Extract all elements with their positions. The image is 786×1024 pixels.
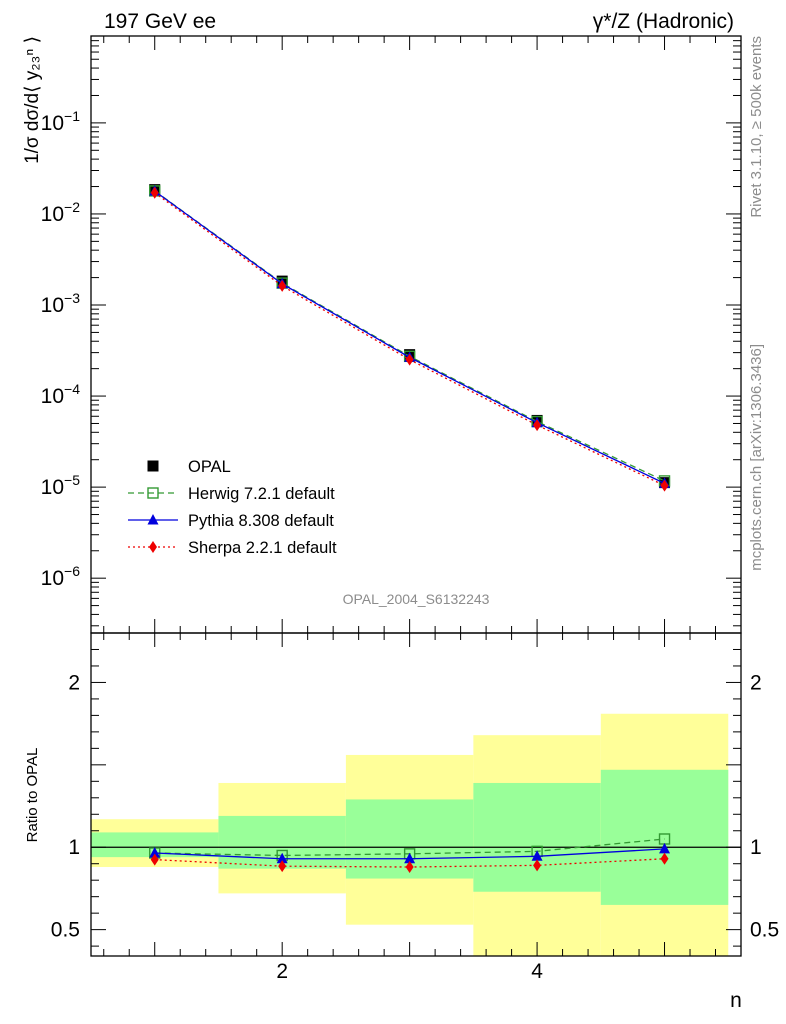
ratio-y-axis-label: Ratio to OPAL [24,748,41,843]
ratio-point-s3-3 [405,861,414,874]
ratio-point-s3-1 [150,853,159,866]
rivet-label: Rivet 3.1.10, ≥ 500k events [748,36,765,218]
right-title: γ*/Z (Hadronic) [593,10,734,33]
legend-label-3: Pythia 8.308 default [188,512,334,530]
legend-label-2: Herwig 7.2.1 default [188,485,335,503]
axis-ticks: 2 4 10−6 10−5 10−4 10−3 10−2 10−1 0.5 0.5 1 1 2 2 [41,35,779,983]
ratio-point-s3-4 [533,859,542,872]
legend-marker-3 [147,514,159,525]
ratio-point-s2-3 [404,852,416,864]
ratio-point-s3-5 [660,852,669,865]
legend-label-4: Sherpa 2.2.1 default [188,539,337,557]
ratio-y-tick-label: 2 [68,671,80,694]
main-series-line-2 [154,190,665,482]
legend: OPAL Herwig 7.2.1 default Pythia 8.308 def… [128,458,337,557]
ratio-point-s2-4 [531,850,543,861]
main-point-s4-1 [150,186,159,199]
main-point-s4-5 [660,479,669,492]
legend-marker-4 [149,541,157,553]
left-title: 197 GeV ee [104,10,216,33]
x-tick-label: 2 [276,960,288,983]
plot-frames [90,35,742,957]
ratio-y-tick-label-right: 2 [750,671,762,694]
main-series-line-4 [154,192,665,487]
main-y-tick-label: 10−6 [41,563,81,590]
ratio-point-s3-2 [278,860,287,873]
ratio-point-s2-2 [276,852,288,864]
main-point-s4-4 [533,419,542,432]
main-y-tick-label: 10−4 [41,381,81,408]
watermark: OPAL_2004_S6132243 [343,591,490,607]
ratio-point-s2-1 [149,847,161,858]
ratio-point-s2-5 [659,842,671,854]
main-y-axis-label-text: 1/σ dσ/d⟨ y₂₃ⁿ ⟩ [22,36,43,164]
legend-label-1: OPAL [188,458,231,476]
ratio-plot-frame [90,632,742,957]
ratio-bands [91,713,741,956]
legend-marker-2 [147,487,159,499]
ratio-y-tick-label-right: 0.5 [750,919,779,942]
legend-marker-1 [147,460,159,472]
ratio-y-tick-label-right: 1 [750,836,762,859]
main-point-s4-3 [405,353,414,366]
x-tick-label: 4 [531,960,543,983]
ratio-y-tick-label: 0.5 [51,919,80,942]
main-y-tick-label: 10−2 [41,199,81,226]
green-band-5 [600,769,729,905]
ratio-y-tick-label: 1 [68,836,80,859]
main-y-axis-label: 1/σ dσ/d⟨ y₂₃ⁿ ⟩ [22,36,43,164]
main-y-tick-label: 10−5 [41,472,81,499]
mcplots-label: mcplots.cern.ch [arXiv:1306.3436] [748,344,765,571]
main-point-s4-2 [278,279,287,292]
main-series-line-3 [154,190,665,484]
x-axis-label: n [730,989,742,1012]
green-band-4 [473,782,601,892]
data-series [149,184,671,874]
main-y-tick-label: 10−1 [41,108,81,135]
main-y-tick-label: 10−3 [41,290,81,317]
